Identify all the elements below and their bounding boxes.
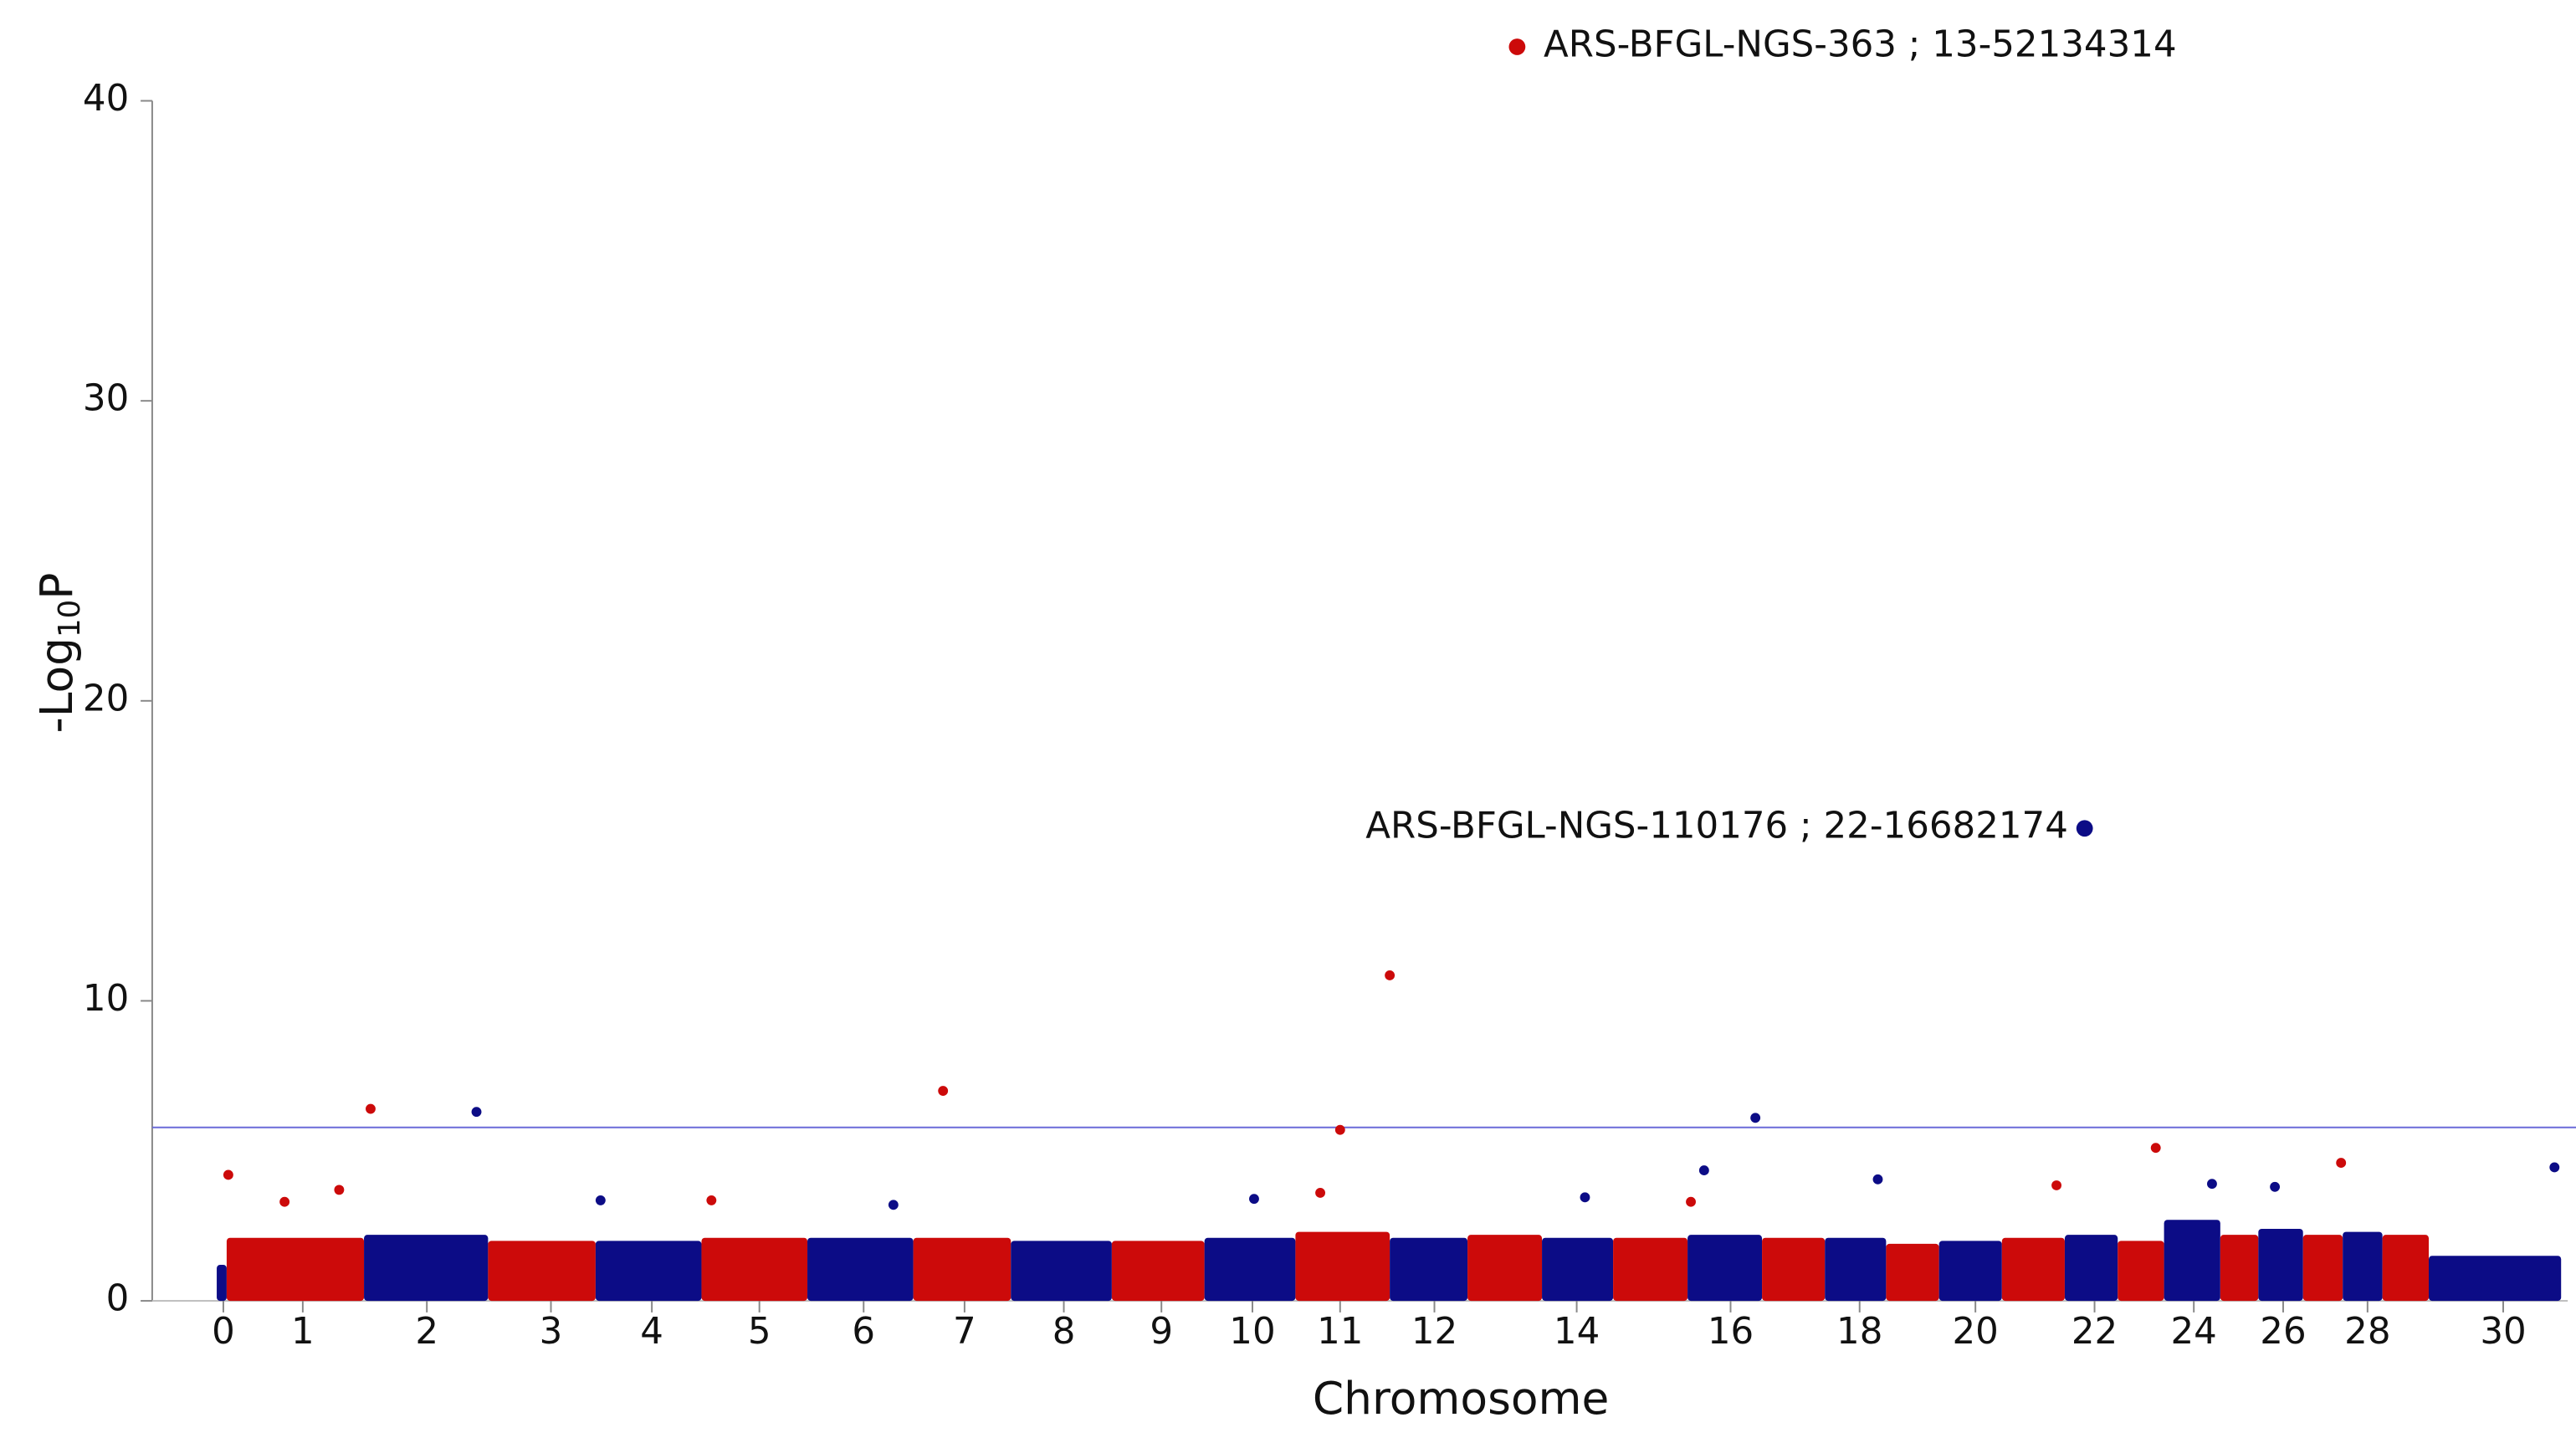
chromosome-band: [2382, 1235, 2430, 1302]
snp-point: [706, 1195, 717, 1205]
y-label-part: -Log: [30, 637, 83, 734]
chromosome-band: [1613, 1237, 1688, 1302]
snp-point: [888, 1200, 899, 1210]
snp-point: [1686, 1196, 1696, 1207]
snp-point: [2336, 1158, 2347, 1169]
chromosome-band: [2220, 1235, 2259, 1302]
snp-point: [1315, 1188, 1325, 1198]
chromosome-band: [226, 1237, 365, 1302]
snp-point: [2076, 820, 2093, 837]
snp-point: [1750, 1113, 1761, 1123]
x-tick-label: 6: [852, 1311, 875, 1353]
x-tick-label: 24: [2171, 1311, 2217, 1353]
x-tick-label: 0: [212, 1311, 235, 1353]
x-tick-label: 28: [2344, 1311, 2390, 1353]
chromosome-band: [2001, 1237, 2065, 1302]
snp-point: [1698, 1165, 1709, 1175]
snp-point: [471, 1107, 482, 1118]
chromosome-band: [2064, 1235, 2118, 1302]
chromosome-band: [2258, 1228, 2303, 1302]
snp-point: [1580, 1192, 1590, 1203]
chromosome-band: [807, 1237, 914, 1302]
chromosome-band: [913, 1237, 1011, 1302]
chromosome-band: [1011, 1241, 1112, 1302]
x-tick-label: 22: [2072, 1311, 2118, 1353]
chromosome-band: [1762, 1237, 1826, 1302]
annotation: ARS-BFGL-NGS-110176 ; 22-16682174: [1365, 806, 2068, 847]
chromosome-band: [2343, 1231, 2383, 1302]
x-tick-label: 11: [1317, 1311, 1363, 1353]
snp-point: [223, 1169, 233, 1180]
chromosome-band: [1295, 1231, 1390, 1302]
snp-point: [2150, 1143, 2161, 1154]
snp-point: [1508, 38, 1526, 55]
x-tick-label: 2: [415, 1311, 438, 1353]
chromosome-band: [2429, 1256, 2562, 1302]
y-label-part: P: [30, 573, 83, 600]
x-tick-label: 16: [1708, 1311, 1754, 1353]
snp-point: [938, 1086, 949, 1096]
x-tick-label: 26: [2260, 1311, 2306, 1353]
x-tick-label: 10: [1229, 1311, 1275, 1353]
chromosome-band: [1204, 1237, 1296, 1302]
x-tick-label: 12: [1411, 1311, 1457, 1353]
x-axis-label: Chromosome: [1313, 1372, 1610, 1425]
x-tick-label: 9: [1150, 1311, 1173, 1353]
snp-point: [1334, 1124, 1345, 1135]
chromosome-band: [217, 1265, 227, 1302]
chromosome-band: [595, 1241, 702, 1302]
chromosome-band: [1825, 1237, 1887, 1302]
snp-point: [1385, 970, 1396, 980]
x-tick-label: 1: [291, 1311, 315, 1353]
snp-point: [595, 1195, 606, 1205]
snp-point: [2270, 1181, 2281, 1192]
chromosome-band: [1542, 1237, 1614, 1302]
chromosome-band: [1467, 1235, 1543, 1302]
x-tick-label: 18: [1836, 1311, 1882, 1353]
snp-point: [2207, 1179, 2217, 1190]
x-tick-label: 14: [1554, 1311, 1600, 1353]
annotation: ARS-BFGL-NGS-363 ; 13-52134314: [1544, 23, 2177, 65]
y-label-subscript: 10: [53, 600, 87, 637]
snp-point: [334, 1185, 345, 1195]
snp-point: [2549, 1162, 2560, 1173]
y-tick-label: 30: [83, 378, 129, 420]
snp-point: [1872, 1174, 1883, 1185]
chromosome-band: [1886, 1243, 1939, 1302]
y-tick-label: 10: [83, 978, 129, 1020]
x-tick-label: 3: [540, 1311, 563, 1353]
chromosome-band: [2302, 1235, 2343, 1302]
chromosome-band: [488, 1241, 596, 1302]
y-tick-label: 20: [83, 678, 129, 719]
chromosome-band: [364, 1235, 489, 1302]
snp-point: [366, 1103, 376, 1114]
x-tick-label: 20: [1952, 1311, 1998, 1353]
snp-point: [2051, 1180, 2061, 1190]
chromosome-band: [1390, 1237, 1468, 1302]
x-tick-label: 7: [953, 1311, 976, 1353]
x-tick-label: 30: [2480, 1311, 2526, 1353]
x-tick-label: 8: [1052, 1311, 1076, 1353]
chromosome-band: [701, 1237, 808, 1302]
chromosome-band: [2118, 1241, 2164, 1302]
y-tick-label: 40: [83, 78, 129, 120]
chromosome-band: [1938, 1241, 2002, 1302]
snp-point: [279, 1196, 290, 1207]
chromosome-band: [1111, 1241, 1205, 1302]
chromosome-band: [1687, 1235, 1763, 1302]
y-tick-label: 0: [106, 1278, 130, 1320]
y-axis-label: -Log10P: [30, 573, 87, 734]
x-tick-label: 5: [748, 1311, 771, 1353]
x-tick-label: 4: [640, 1311, 663, 1353]
chromosome-band: [2164, 1220, 2220, 1302]
snp-point: [1249, 1194, 1259, 1205]
